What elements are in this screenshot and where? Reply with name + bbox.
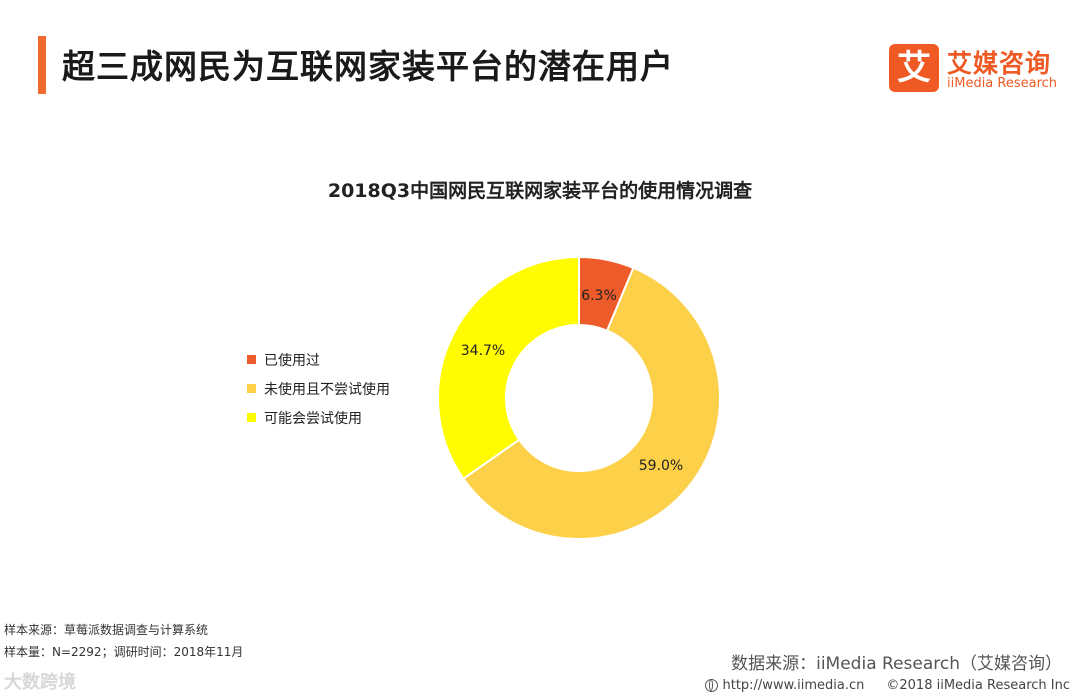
data-label-used: 6.3%	[581, 288, 617, 304]
sample-size-note: 样本量：N=2292；调研时间：2018年11月	[4, 645, 244, 659]
legend-item-used: 已使用过	[247, 345, 390, 374]
logo-name: 艾媒咨询	[947, 49, 1052, 78]
legend-item-may-try: 可能会尝试使用	[247, 403, 390, 432]
watermark: 大数跨境	[4, 672, 76, 693]
bottom-bar: http://www.iimedia.cn ©2018 iiMedia Rese…	[705, 678, 1070, 693]
iimedia-logo: 艾 艾媒咨询 iiMedia Research	[889, 44, 1064, 96]
legend-item-not-used: 未使用且不尝试使用	[247, 374, 390, 403]
globe-icon	[705, 679, 719, 692]
chart-legend: 已使用过 未使用且不尝试使用 可能会尝试使用	[247, 345, 390, 432]
legend-swatch-may-try	[247, 413, 256, 422]
legend-label-may-try: 可能会尝试使用	[264, 410, 362, 427]
donut-slice-not-used	[461, 266, 721, 540]
legend-label-not-used: 未使用且不尝试使用	[264, 381, 390, 398]
data-label-not-used: 59.0%	[639, 458, 683, 474]
logo-subtitle: iiMedia Research	[947, 76, 1058, 91]
chart-title: 2018Q3中国网民互联网家装平台的使用情况调查	[327, 180, 753, 202]
donut-slice-may-try	[437, 255, 580, 481]
page-title: 超三成网民为互联网家装平台的潜在用户	[62, 47, 674, 86]
logo-mark-icon: 艾	[889, 44, 939, 92]
website-link[interactable]: http://www.iimedia.cn	[705, 678, 864, 693]
legend-label-used: 已使用过	[264, 352, 320, 369]
title-accent-bar	[38, 36, 46, 94]
data-label-may-try: 34.7%	[461, 343, 505, 359]
copyright: ©2018 iiMedia Research Inc	[886, 678, 1070, 693]
website-url: http://www.iimedia.cn	[722, 678, 865, 693]
legend-swatch-not-used	[247, 384, 256, 393]
data-source: 数据来源：iiMedia Research（艾媒咨询）	[731, 654, 1062, 674]
legend-swatch-used	[247, 355, 256, 364]
sample-source-note: 样本来源：草莓派数据调查与计算系统	[4, 623, 209, 637]
